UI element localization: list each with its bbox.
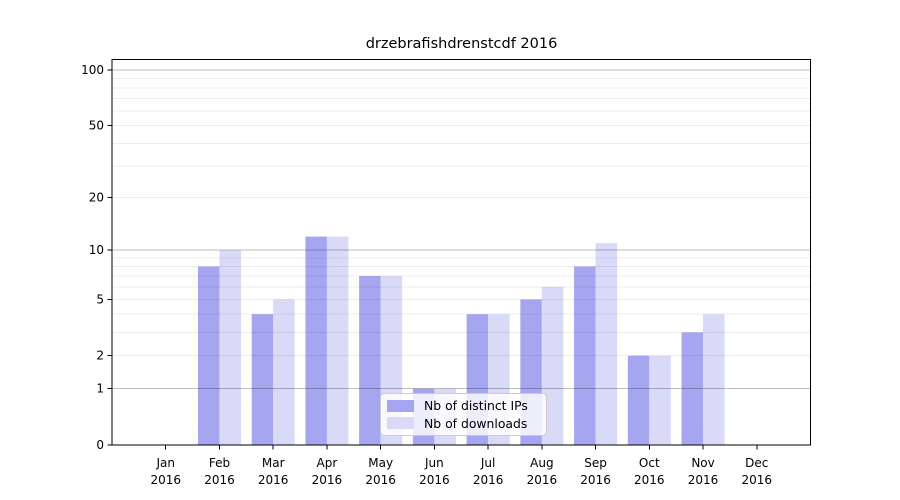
bar-downloads-oct [649,355,671,445]
legend-label-downloads: Nb of downloads [424,415,528,431]
x-tick-label-month: Jul [480,456,495,470]
legend: Nb of distinct IPs Nb of downloads [380,393,547,436]
bar-distinct-ips-feb [197,266,220,445]
chart-title: drzebrafishdrenstcdf 2016 [365,36,558,52]
x-tick-label-month: Sep [584,456,607,470]
y-tick-label: 100 [81,63,104,77]
legend-swatch-distinct-ips [387,399,414,412]
bar-distinct-ips-apr [305,236,327,445]
x-tick-label-month: Jun [424,456,444,470]
bar-distinct-ips-oct [627,355,650,445]
x-tick-label-month: Feb [209,456,230,470]
x-tick-label-year: 2016 [419,473,450,487]
x-tick-label-year: 2016 [312,473,343,487]
bar-downloads-sep [595,243,618,445]
x-tick-label-month: Aug [530,456,553,470]
x-tick-label-year: 2016 [688,473,719,487]
bar-downloads-feb [219,250,241,445]
bar-downloads-aug [541,286,564,445]
y-tick-label: 5 [96,292,104,306]
bar-distinct-ips-nov [681,332,704,445]
x-tick-label-month: Dec [745,456,768,470]
legend-item-downloads: Nb of downloads [387,416,540,431]
y-tick-label: 50 [89,119,104,133]
x-tick-label-month: Jan [155,456,175,470]
legend-item-distinct-ips: Nb of distinct IPs [387,398,540,413]
legend-label-distinct-ips: Nb of distinct IPs [424,398,528,414]
x-tick-label-year: 2016 [204,473,235,487]
x-tick-label-month: Oct [639,456,660,470]
x-tick-label-year: 2016 [365,473,396,487]
x-tick-label-year: 2016 [527,473,558,487]
y-tick-label: 20 [89,191,104,205]
x-tick-label-month: May [368,456,393,470]
legend-swatch-downloads [387,417,414,430]
bar-downloads-nov [703,314,725,445]
x-tick-label-month: Mar [262,456,285,470]
y-tick-label: 10 [89,243,104,257]
bar-downloads-apr [326,236,349,445]
bar-distinct-ips-may [359,276,381,445]
x-tick-label-year: 2016 [741,473,772,487]
bar-distinct-ips-sep [574,266,596,445]
x-tick-label-year: 2016 [473,473,504,487]
x-tick-label-year: 2016 [580,473,611,487]
x-tick-label-year: 2016 [258,473,289,487]
x-tick-label-year: 2016 [634,473,665,487]
y-tick-label: 1 [96,382,104,396]
x-tick-label-year: 2016 [150,473,181,487]
x-tick-label-month: Apr [317,456,338,470]
bar-distinct-ips-mar [251,314,274,445]
y-tick-label: 2 [96,349,104,363]
bar-downloads-mar [273,299,295,445]
x-tick-label-month: Nov [691,456,714,470]
plot-border [111,59,811,446]
y-tick-label: 0 [96,438,104,452]
